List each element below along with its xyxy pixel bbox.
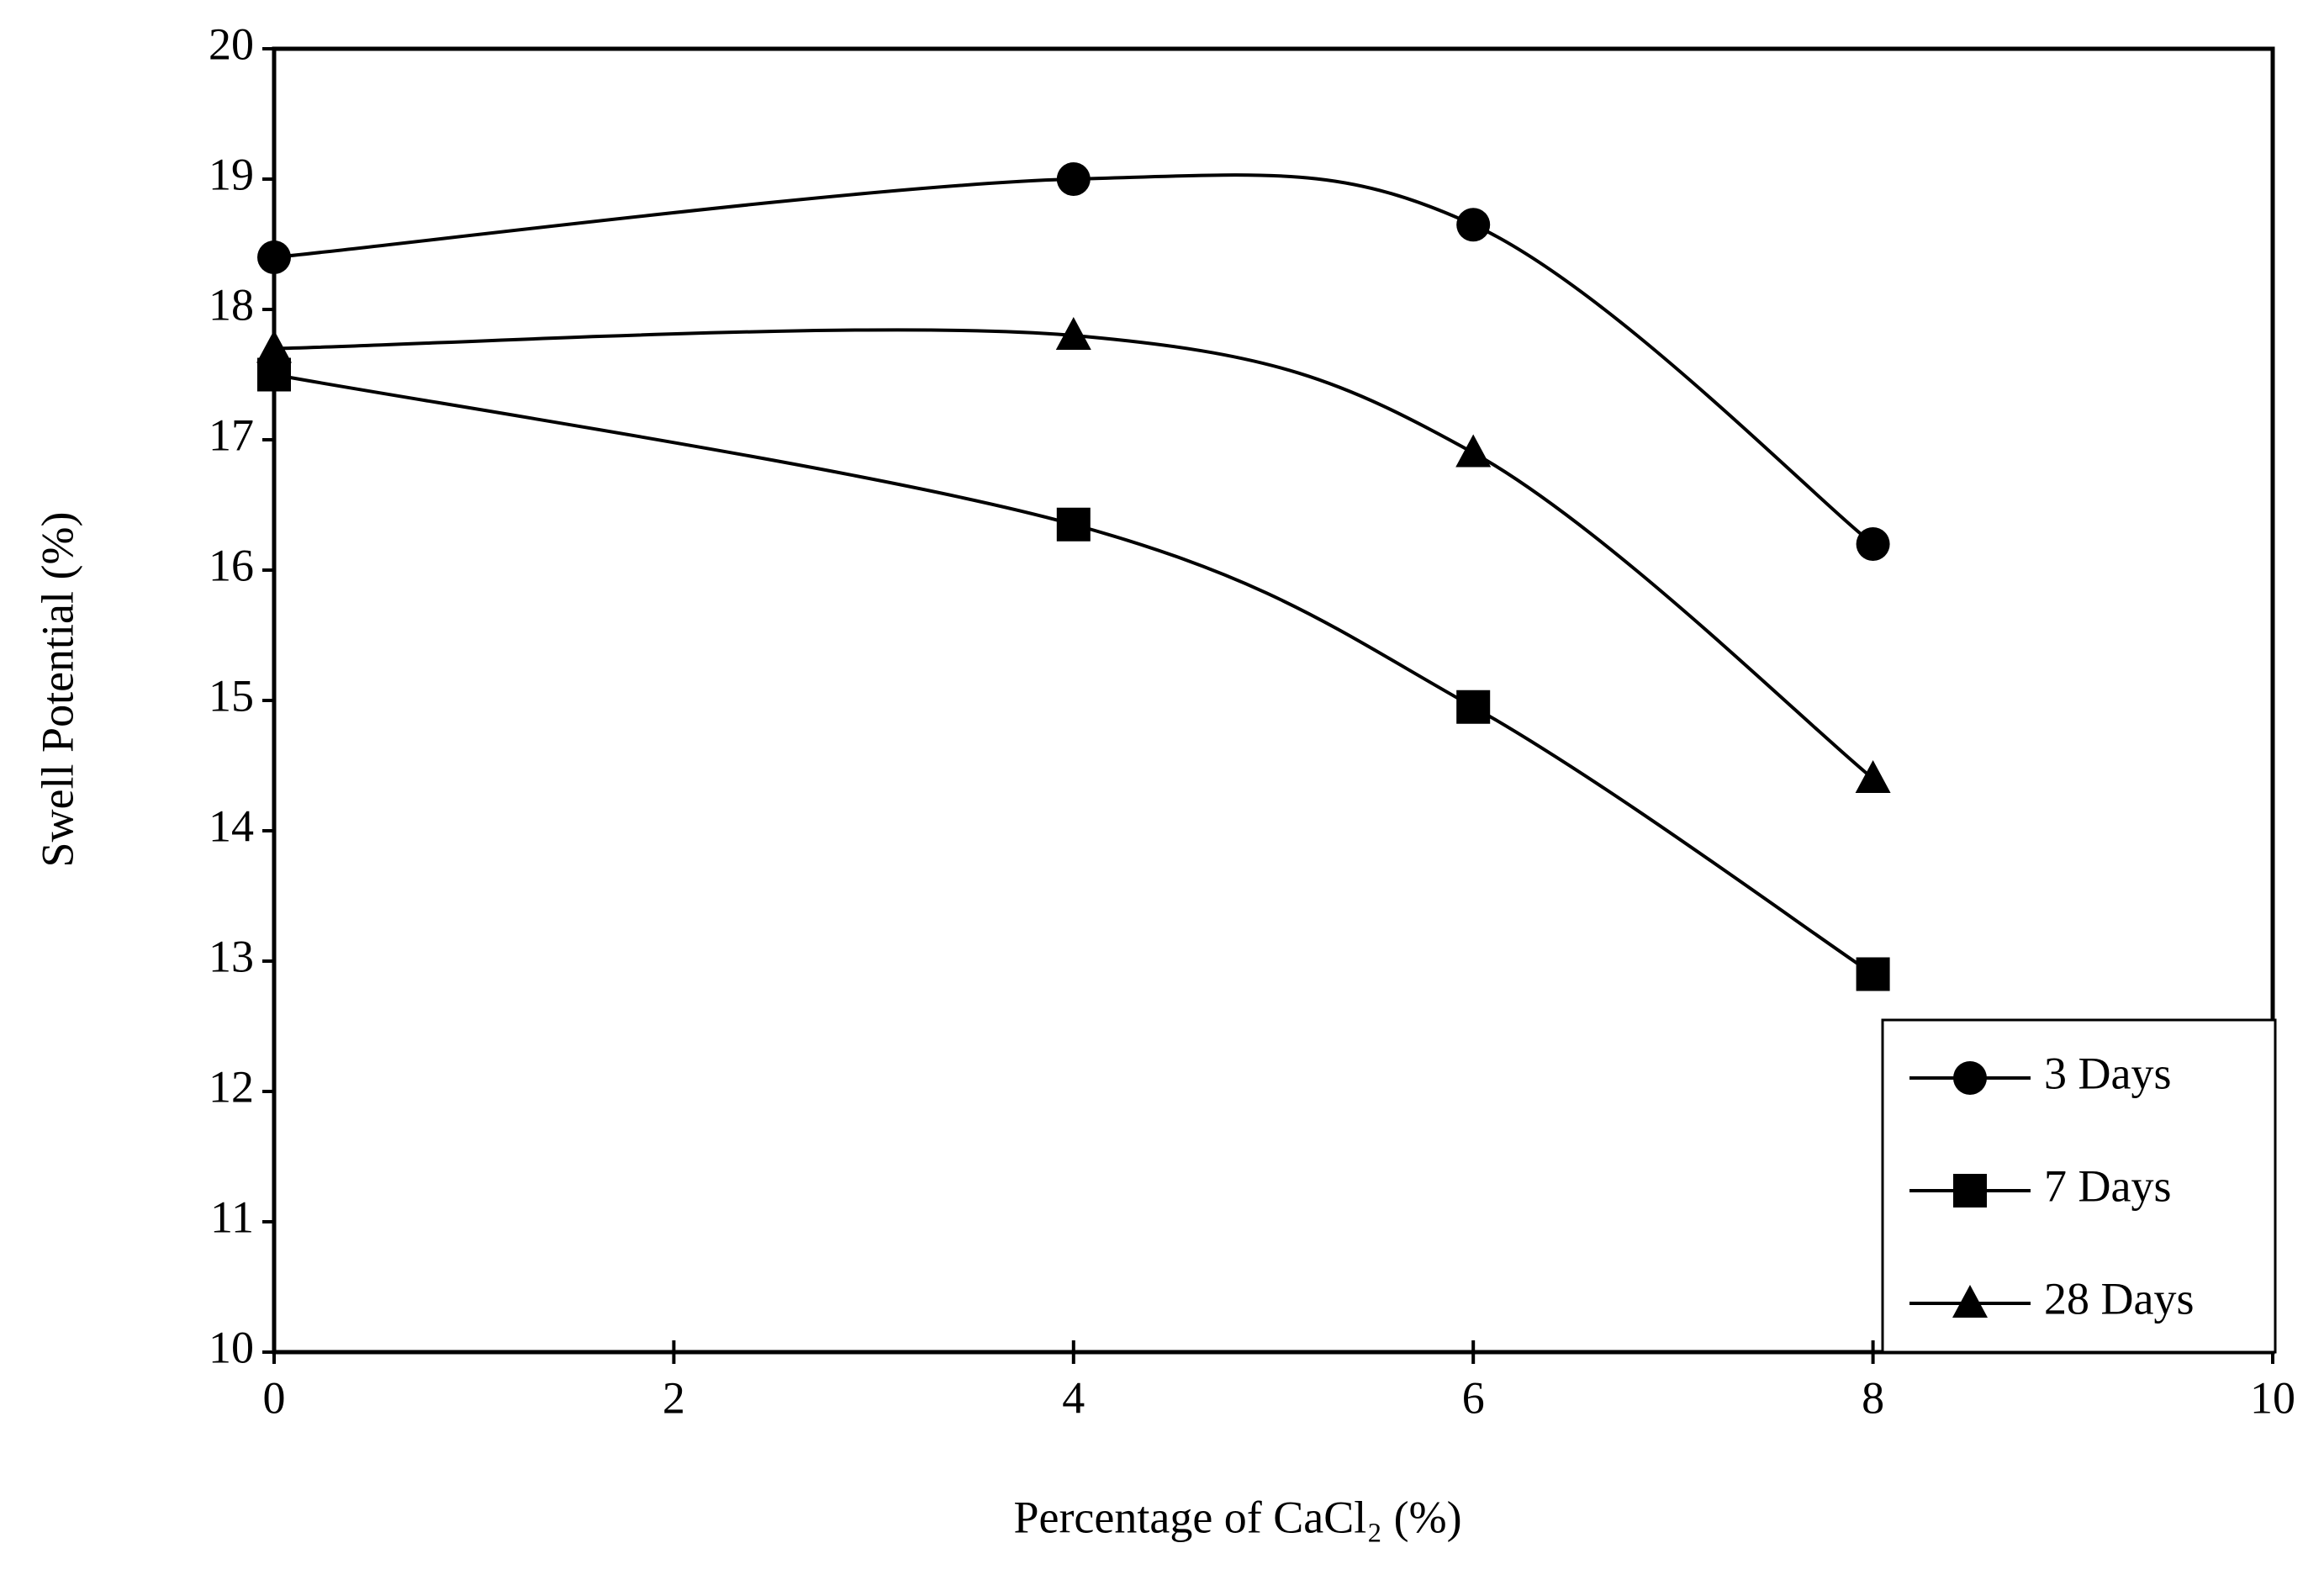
data-point [1455, 434, 1492, 468]
x-axis-label: Percentage of CaCl₂ (%) [1013, 1492, 1461, 1542]
x-tick-label: 8 [1862, 1372, 1884, 1423]
y-tick-label: 11 [210, 1192, 254, 1242]
y-tick-label: 17 [209, 410, 254, 460]
y-tick-label: 18 [209, 279, 254, 330]
series-line [273, 328, 1874, 780]
legend-label: 3 Days [2044, 1048, 2171, 1098]
data-point [1456, 208, 1491, 242]
legend-marker [1953, 1174, 1987, 1207]
y-tick-label: 16 [209, 540, 254, 590]
data-point [1456, 690, 1491, 724]
data-point [257, 240, 291, 274]
legend-label: 7 Days [2044, 1160, 2171, 1211]
data-point [1055, 317, 1091, 350]
legend-label: 28 Days [2044, 1273, 2194, 1324]
legend-marker [1952, 1285, 1988, 1318]
y-tick-label: 20 [209, 18, 254, 69]
y-tick-label: 10 [209, 1322, 254, 1372]
x-tick-label: 6 [1462, 1372, 1485, 1423]
data-point [1856, 527, 1890, 561]
y-axis-label: Swell Potential (%) [32, 512, 82, 868]
legend-box [1881, 1018, 2277, 1354]
data-point [1855, 760, 1891, 793]
y-tick-label: 12 [209, 1061, 254, 1112]
series-line [273, 173, 1874, 546]
y-tick-label: 19 [209, 149, 254, 199]
y-tick-label: 15 [209, 670, 254, 721]
data-point [1856, 957, 1890, 991]
x-tick-label: 10 [2250, 1372, 2295, 1423]
x-tick-label: 2 [663, 1372, 685, 1423]
y-tick-label: 13 [209, 931, 254, 981]
data-point [1056, 162, 1091, 196]
series-line [273, 373, 1874, 976]
data-point [1056, 507, 1091, 542]
x-tick-label: 4 [1062, 1372, 1085, 1423]
data-point [256, 330, 292, 363]
data-point [257, 357, 291, 392]
y-tick-label: 14 [209, 801, 254, 851]
legend-marker [1953, 1061, 1987, 1095]
x-tick-label: 0 [263, 1372, 286, 1423]
